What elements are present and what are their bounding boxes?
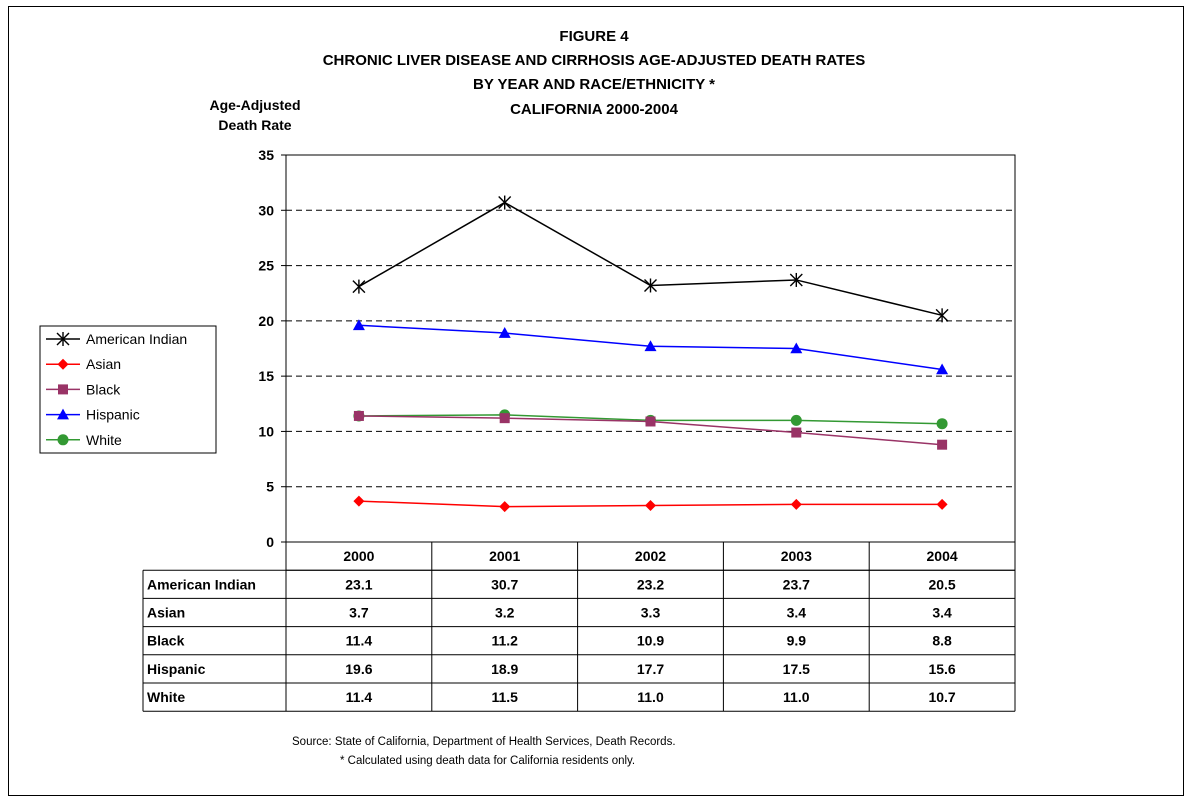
data-label-american-indian-2000: 23.1 bbox=[345, 576, 372, 592]
x-tick-label-2001: 2001 bbox=[489, 548, 520, 564]
data-label-hispanic-2001: 18.9 bbox=[491, 661, 518, 677]
point-asian-2001 bbox=[499, 501, 511, 513]
x-tick-label-2004: 2004 bbox=[927, 548, 958, 564]
legend-label-white: White bbox=[86, 432, 122, 448]
point-white-2004 bbox=[936, 418, 948, 430]
data-label-hispanic-2002: 17.7 bbox=[637, 661, 664, 677]
point-american-indian-2001 bbox=[498, 195, 512, 210]
series-line-american-indian bbox=[358, 201, 943, 317]
legend-label-asian: Asian bbox=[86, 356, 121, 372]
data-label-american-indian-2004: 20.5 bbox=[928, 576, 955, 592]
data-label-asian-2001: 3.2 bbox=[495, 605, 515, 621]
legend-item-american-indian: American Indian bbox=[46, 331, 187, 347]
legend-item-white: White bbox=[46, 432, 122, 448]
y-axis-label-line-2: Death Rate bbox=[218, 117, 292, 133]
chart-title: CHRONIC LIVER DISEASE AND CIRRHOSIS AGE-… bbox=[322, 52, 866, 69]
point-white-2003 bbox=[790, 414, 802, 426]
plot-area bbox=[285, 154, 1016, 543]
point-black-2003 bbox=[791, 427, 802, 438]
x-tick-label-2003: 2003 bbox=[781, 548, 812, 564]
y-tick-label-15: 15 bbox=[258, 368, 274, 384]
x-tick-label-2000: 2000 bbox=[343, 548, 374, 564]
point-asian-2000 bbox=[353, 495, 365, 507]
y-tick-label-35: 35 bbox=[258, 147, 274, 163]
point-hispanic-2000 bbox=[352, 319, 365, 331]
point-hispanic-2001 bbox=[498, 327, 511, 338]
point-asian-2003 bbox=[790, 498, 802, 510]
table-row-label-asian: Asian bbox=[147, 605, 185, 621]
data-label-black-2003: 9.9 bbox=[787, 633, 807, 649]
data-label-black-2000: 11.4 bbox=[346, 633, 373, 649]
source-note: Source: State of California, Department … bbox=[292, 736, 676, 748]
point-american-indian-2003 bbox=[789, 272, 803, 287]
table-row-label-american-indian: American Indian bbox=[147, 576, 256, 592]
data-label-black-2002: 10.9 bbox=[637, 633, 664, 649]
point-hispanic-2002 bbox=[644, 340, 657, 352]
data-label-hispanic-2000: 19.6 bbox=[345, 661, 372, 677]
data-label-asian-2002: 3.3 bbox=[641, 605, 661, 621]
point-black-2002 bbox=[645, 416, 656, 427]
data-label-american-indian-2001: 30.7 bbox=[491, 576, 518, 592]
legend-marker-white bbox=[57, 434, 69, 446]
y-tick-label-5: 5 bbox=[266, 479, 274, 495]
x-tick-label-2002: 2002 bbox=[635, 548, 666, 564]
data-label-black-2001: 11.2 bbox=[491, 633, 518, 649]
point-asian-2002 bbox=[645, 500, 656, 512]
data-label-asian-2000: 3.7 bbox=[349, 605, 369, 621]
legend-item-black: Black bbox=[46, 381, 121, 397]
point-american-indian-2000 bbox=[352, 279, 366, 294]
legend-label-hispanic: Hispanic bbox=[86, 407, 140, 423]
data-label-white-2001: 11.5 bbox=[491, 689, 518, 705]
point-american-indian-2002 bbox=[644, 278, 657, 293]
legend-marker-black bbox=[58, 384, 68, 395]
point-hispanic-2003 bbox=[790, 342, 803, 354]
point-black-2001 bbox=[499, 413, 510, 424]
chart-subtitle: BY YEAR AND RACE/ETHNICITY * bbox=[473, 76, 715, 93]
y-tick-label-20: 20 bbox=[258, 313, 274, 329]
y-tick-label-0: 0 bbox=[266, 534, 274, 550]
y-tick-label-10: 10 bbox=[258, 423, 274, 439]
data-label-asian-2004: 3.4 bbox=[932, 605, 952, 621]
point-black-2004 bbox=[937, 439, 948, 450]
y-tick-label-30: 30 bbox=[258, 202, 274, 218]
legend-label-black: Black bbox=[86, 381, 121, 397]
legend-marker-hispanic bbox=[57, 408, 69, 420]
footnote: * Calculated using death data for Califo… bbox=[340, 755, 636, 767]
legend-marker-asian bbox=[57, 358, 69, 370]
legend-marker-american-indian bbox=[56, 332, 70, 346]
legend-item-hispanic: Hispanic bbox=[46, 407, 140, 423]
y-tick-label-25: 25 bbox=[258, 258, 274, 274]
figure-number: FIGURE 4 bbox=[559, 28, 629, 45]
table-row-label-white: White bbox=[147, 689, 185, 705]
data-label-white-2002: 11.0 bbox=[637, 689, 664, 705]
legend-item-asian: Asian bbox=[46, 356, 121, 372]
data-label-white-2004: 10.7 bbox=[928, 689, 955, 705]
data-label-american-indian-2002: 23.2 bbox=[637, 576, 664, 592]
table-row-label-hispanic: Hispanic bbox=[147, 661, 206, 677]
point-asian-2004 bbox=[936, 498, 948, 510]
data-label-white-2000: 11.4 bbox=[346, 689, 373, 705]
point-black-2000 bbox=[353, 410, 364, 421]
point-hispanic-2004 bbox=[936, 363, 949, 375]
data-label-white-2003: 11.0 bbox=[783, 689, 810, 705]
data-label-asian-2003: 3.4 bbox=[787, 605, 807, 621]
legend-label-american-indian: American Indian bbox=[86, 331, 187, 347]
point-american-indian-2004 bbox=[935, 308, 949, 323]
data-label-black-2004: 8.8 bbox=[932, 633, 952, 649]
y-axis-label-line-1: Age-Adjusted bbox=[209, 97, 301, 113]
chart-location-years: CALIFORNIA 2000-2004 bbox=[510, 101, 678, 118]
table-row-label-black: Black bbox=[147, 633, 185, 649]
y-axis-label: Age-Adjusted Death Rate bbox=[205, 95, 305, 135]
data-label-hispanic-2003: 17.5 bbox=[783, 661, 810, 677]
data-label-hispanic-2004: 15.6 bbox=[928, 661, 955, 677]
data-label-american-indian-2003: 23.7 bbox=[783, 576, 810, 592]
